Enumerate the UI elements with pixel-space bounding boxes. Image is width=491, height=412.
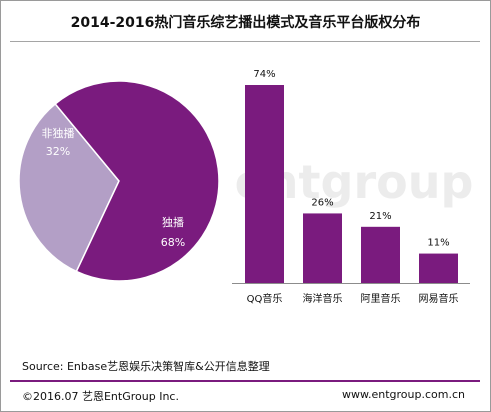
bar [303, 213, 342, 283]
bar-value-label: 74% [253, 69, 275, 80]
pie-value-label: 32% [46, 145, 70, 158]
bar-category-label: QQ音乐 [247, 292, 283, 305]
bar-value-label: 21% [369, 211, 391, 222]
chart-title: 2014-2016热门音乐综艺播出模式及音乐平台版权分布 [70, 15, 421, 31]
bar-chart: 74% QQ音乐 26% 海洋音乐 21% 阿里音乐 11% 网易音乐 [232, 69, 470, 305]
pie-slice-exclusive [54, 80, 220, 282]
footer-copyright: ©2016.07 艺恩EntGroup Inc. [22, 390, 179, 403]
bar [361, 226, 400, 283]
footer-website[interactable]: www.entgroup.com.cn [342, 388, 465, 401]
bar-category-label: 阿里音乐 [361, 292, 401, 305]
title-divider [10, 41, 480, 42]
bar [419, 253, 458, 283]
bar-value-label: 26% [311, 197, 333, 208]
pie-label: 非独播 [42, 126, 75, 140]
pie-value-label: 68% [161, 236, 185, 249]
bar-category-label: 海洋音乐 [303, 292, 343, 305]
pie-label: 独播 [162, 215, 184, 229]
bar-category-label: 网易音乐 [419, 292, 459, 305]
footer-divider [10, 380, 480, 382]
bar [245, 85, 284, 283]
source-note: Source: Enbase艺恩娱乐决策智库&公开信息整理 [22, 360, 270, 373]
pie-slice-non-exclusive [18, 102, 120, 273]
bar-value-label: 11% [427, 238, 449, 249]
pie-chart: 非独播 32% 独播 68% [18, 80, 220, 282]
